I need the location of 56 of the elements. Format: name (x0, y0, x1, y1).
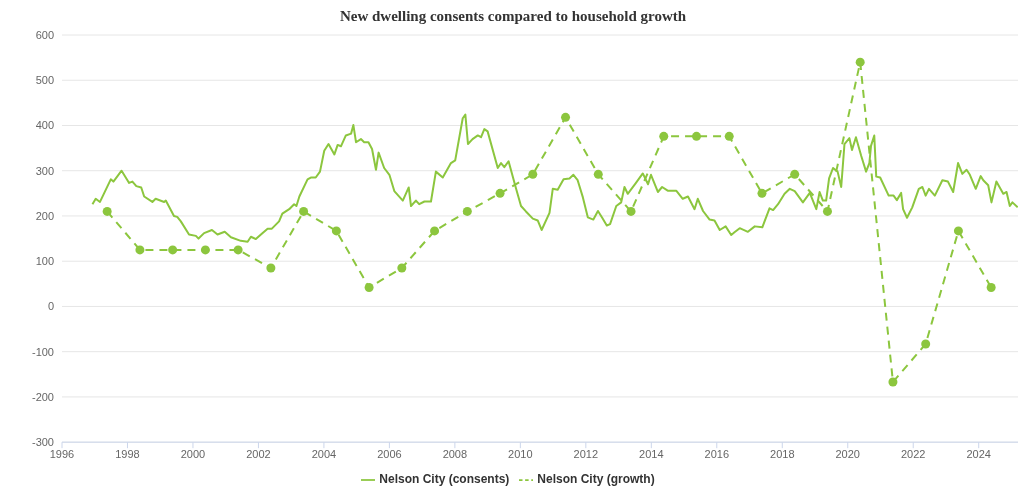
point (397, 263, 407, 273)
x-tick-label: 1998 (115, 447, 140, 460)
y-tick-label: -200 (31, 390, 54, 403)
x-tick-label: 2008 (442, 447, 468, 460)
point (462, 206, 472, 216)
x-tick-label: 1996 (49, 447, 75, 460)
point (266, 263, 276, 273)
point (822, 206, 832, 216)
point (953, 226, 963, 236)
x-tick-label: 2006 (377, 447, 402, 460)
y-tick-label: 0 (47, 300, 54, 313)
y-tick-label: 200 (35, 209, 54, 222)
point (692, 131, 701, 141)
y-tick-label: -300 (31, 436, 54, 449)
point (528, 169, 538, 179)
point (757, 188, 767, 198)
point (790, 169, 800, 179)
x-tick-label: 2016 (704, 447, 730, 460)
point (102, 206, 112, 216)
x-tick-label: 2004 (311, 447, 337, 460)
point (888, 377, 898, 387)
point (430, 226, 440, 236)
x-tick-label: 2000 (180, 447, 206, 460)
point (364, 282, 374, 292)
point (855, 57, 865, 67)
x-tick-label: 2020 (835, 447, 860, 460)
point (593, 169, 603, 179)
point (299, 206, 309, 216)
x-tick-label: 2018 (770, 447, 795, 460)
x-tick-label: 2010 (508, 447, 533, 460)
y-tick-label: 300 (35, 164, 54, 177)
x-tick-label: 2014 (639, 447, 664, 460)
legend-label: Nelson City (growth) (537, 472, 655, 487)
point (724, 131, 734, 141)
point (495, 188, 505, 198)
point (561, 112, 571, 122)
chart-title: New dwelling consents compared to household growth (338, 8, 688, 25)
point (135, 245, 145, 255)
point (626, 206, 636, 216)
x-tick-label: 2012 (573, 447, 599, 460)
point (659, 131, 669, 141)
x-tick-label: 2024 (966, 447, 991, 460)
point (200, 245, 210, 255)
x-tick-label: 2002 (246, 447, 271, 460)
point (986, 282, 996, 292)
y-tick-label: -100 (31, 345, 54, 358)
x-tick-label: 2022 (900, 447, 926, 460)
y-tick-label: 400 (35, 119, 54, 132)
point (921, 339, 931, 349)
legend-label: Nelson City (consents) (379, 472, 510, 487)
point (233, 245, 243, 255)
y-tick-label: 500 (35, 74, 54, 87)
y-tick-label: 100 (35, 255, 54, 268)
point (331, 226, 341, 236)
y-tick-label: 600 (35, 28, 54, 41)
point (168, 245, 178, 255)
